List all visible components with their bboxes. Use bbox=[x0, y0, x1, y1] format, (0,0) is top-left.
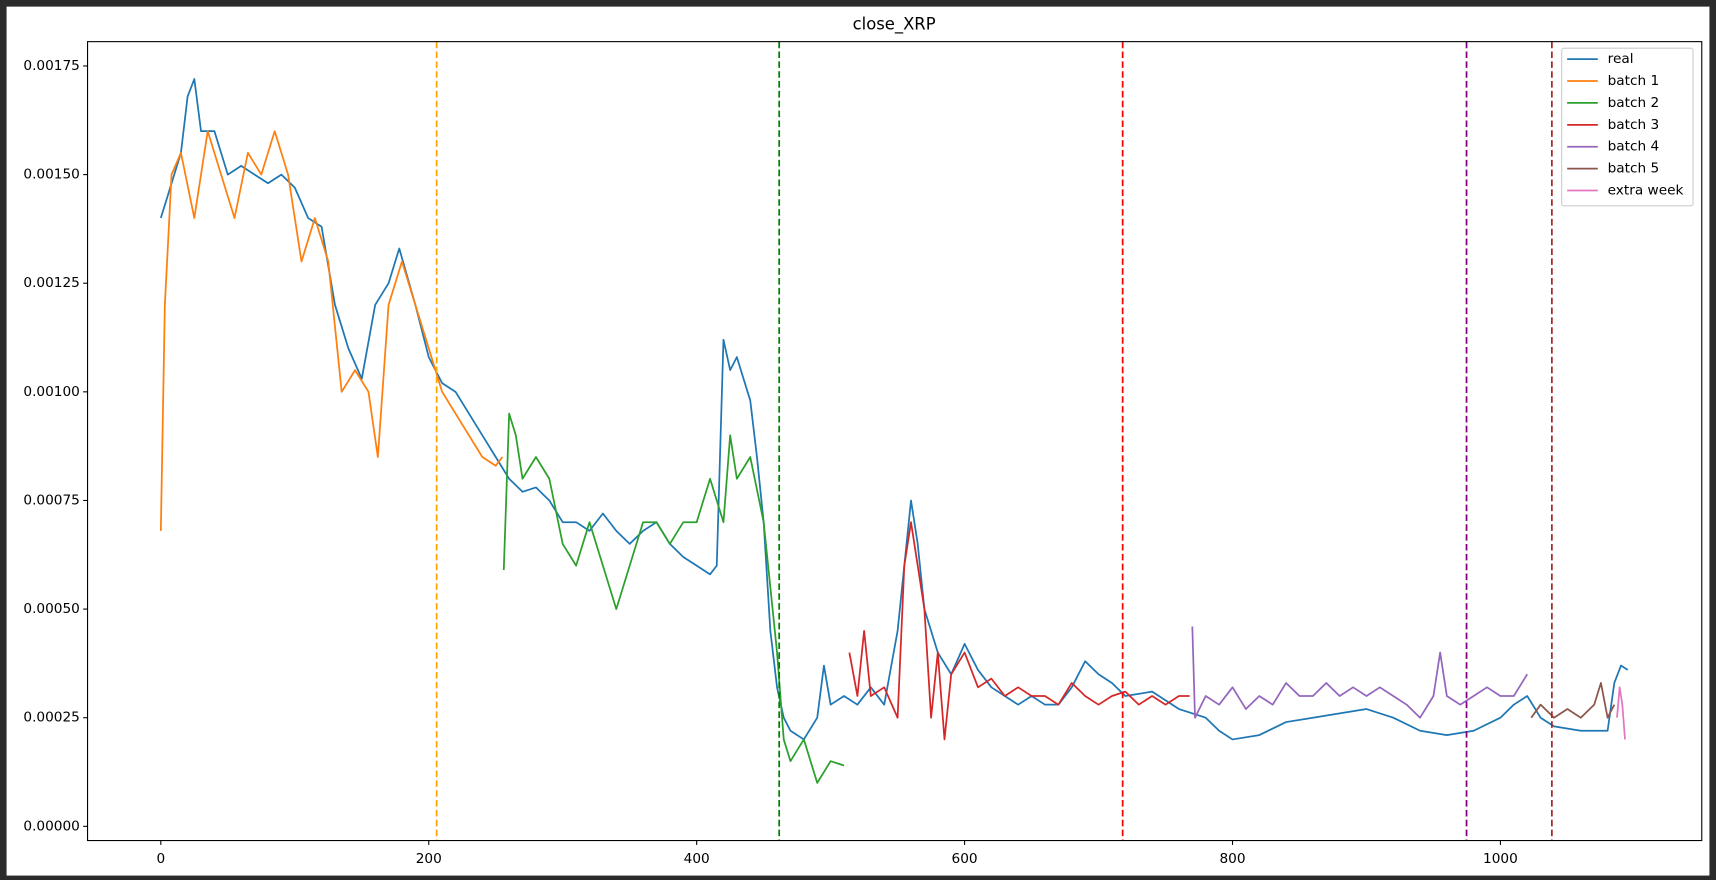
x-tick-label: 0 bbox=[156, 851, 165, 867]
figure-background bbox=[6, 6, 1710, 876]
y-tick-label: 0.00000 bbox=[23, 818, 79, 834]
series-line bbox=[159, 130, 504, 531]
legend-label: batch 2 bbox=[1608, 95, 1660, 111]
legend: real batch 1 batch 2 batch 3 batch 4 batch 5 e… bbox=[1561, 47, 1694, 207]
plot-area bbox=[159, 41, 1629, 841]
series-line bbox=[1616, 686, 1626, 740]
x-tick-label: 800 bbox=[1219, 851, 1245, 867]
x-tick-label: 1000 bbox=[1483, 851, 1518, 867]
y-tick-label: 0.00075 bbox=[23, 492, 79, 508]
x-tick-label: 600 bbox=[952, 851, 978, 867]
y-tick-label: 0.00150 bbox=[23, 167, 79, 183]
y-tick-label: 0.00175 bbox=[23, 58, 79, 74]
legend-label: batch 1 bbox=[1608, 73, 1660, 89]
series-line bbox=[1530, 682, 1616, 719]
x-tick-label: 400 bbox=[684, 851, 710, 867]
legend-label: real bbox=[1608, 51, 1634, 67]
series-line bbox=[502, 412, 845, 784]
y-tick-label: 0.00050 bbox=[23, 601, 79, 617]
legend-box bbox=[1561, 47, 1694, 207]
y-tick-label: 0.00125 bbox=[23, 275, 79, 291]
legend-label: batch 4 bbox=[1608, 139, 1660, 155]
series-line bbox=[1191, 626, 1528, 719]
legend-label: batch 5 bbox=[1608, 161, 1660, 177]
axes-frame bbox=[87, 41, 1703, 842]
series-line bbox=[159, 78, 1629, 741]
legend-label: extra week bbox=[1608, 182, 1684, 198]
y-tick-label: 0.00025 bbox=[23, 710, 79, 726]
y-tick-label: 0.00100 bbox=[23, 384, 79, 400]
x-tick-label: 200 bbox=[416, 851, 442, 867]
legend-label: batch 3 bbox=[1608, 117, 1660, 133]
chart-title: close_XRP bbox=[853, 15, 936, 35]
